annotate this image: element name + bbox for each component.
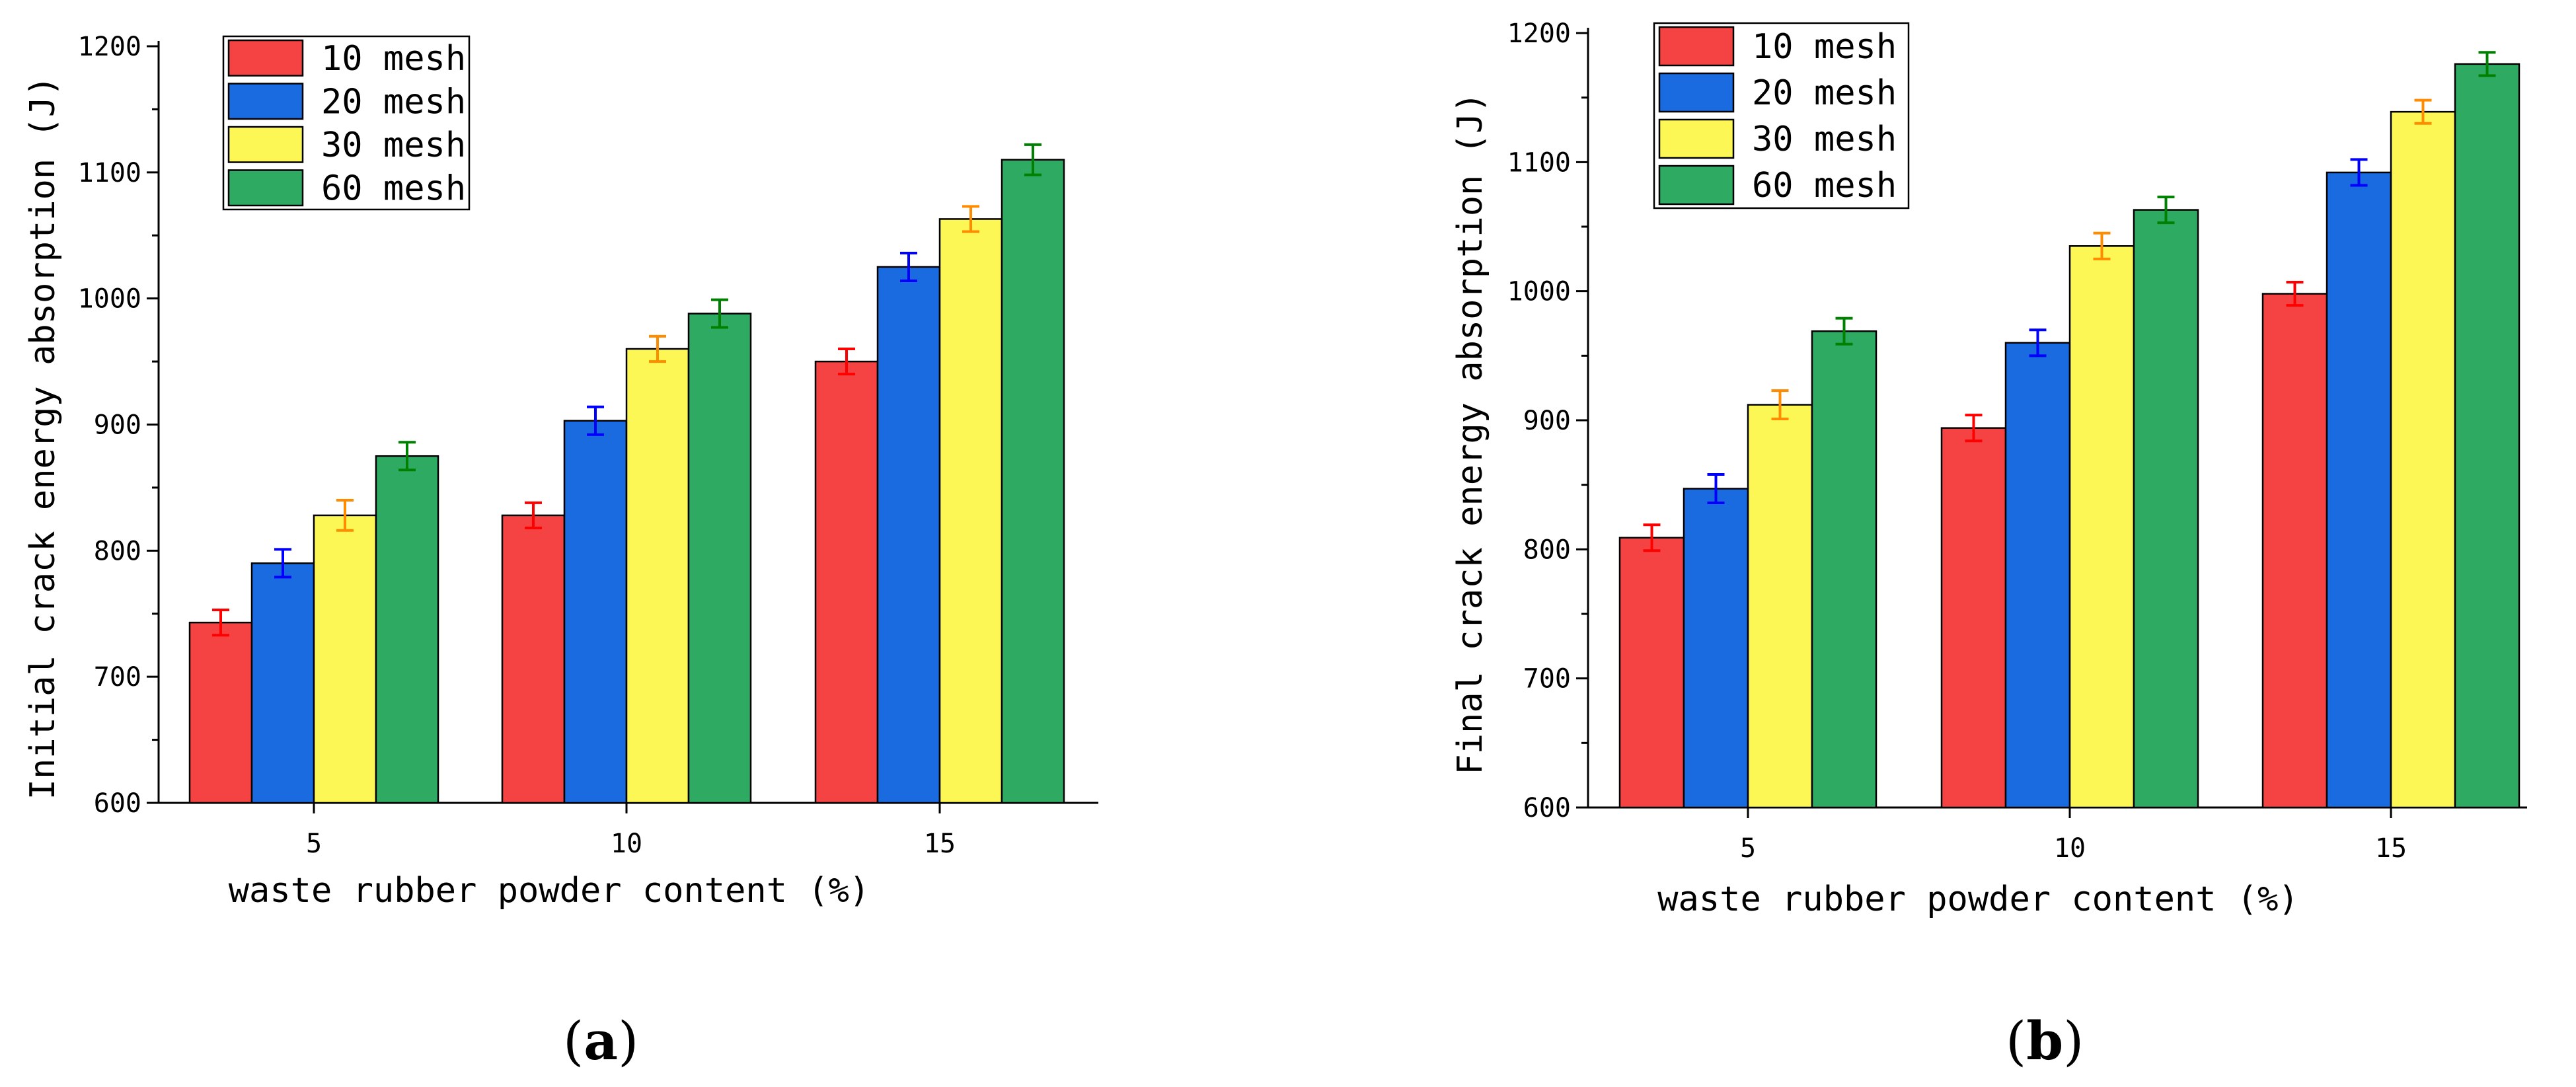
bar xyxy=(2454,63,2520,809)
bar xyxy=(250,562,315,804)
legend-label: 20 mesh xyxy=(321,82,466,122)
bar xyxy=(2068,245,2135,809)
panel-label-b: (b) xyxy=(2006,1010,2084,1072)
bar xyxy=(2326,171,2392,809)
error-bar xyxy=(1707,473,1725,505)
y-tick-label: 900 xyxy=(1523,406,1571,436)
bar xyxy=(2390,110,2456,809)
bar xyxy=(1618,537,1685,809)
error-bar xyxy=(2093,231,2111,260)
legend-label: 30 mesh xyxy=(1752,120,1897,159)
error-bar xyxy=(649,334,666,363)
x-tick-label: 15 xyxy=(2375,833,2407,864)
error-bar xyxy=(336,499,354,532)
bar xyxy=(687,313,752,804)
bar xyxy=(1001,159,1065,804)
y-tick-label: 600 xyxy=(94,788,141,819)
error-bar xyxy=(587,405,604,436)
error-bar xyxy=(2350,158,2368,187)
y-tick-label: 1000 xyxy=(1507,277,1571,307)
error-bar xyxy=(1643,523,1661,552)
y-axis-label: Initial crack energy absorption (J) xyxy=(23,76,63,800)
legend-swatch xyxy=(227,39,304,77)
bar xyxy=(1940,427,2007,809)
error-bar xyxy=(398,441,416,472)
y-tick-label: 900 xyxy=(94,410,141,441)
legend-label: 60 mesh xyxy=(1752,166,1897,206)
legend-swatch xyxy=(1658,118,1735,159)
legend-label: 10 mesh xyxy=(1752,27,1897,67)
error-bar xyxy=(212,609,229,637)
y-tick-label: 700 xyxy=(1523,664,1571,694)
y-tick-label: 1200 xyxy=(1507,19,1571,49)
error-bar xyxy=(2157,196,2175,225)
error-bar xyxy=(2414,98,2432,125)
chart-a: 600 700 800 900 1000 1100 1200 5 10 15 waste rubbe… xyxy=(23,32,1098,911)
x-tick-label: 5 xyxy=(1740,833,1756,864)
error-bar xyxy=(1965,414,1983,443)
error-bar xyxy=(2478,51,2496,77)
x-tick-label: 10 xyxy=(611,829,642,859)
bar xyxy=(876,266,941,804)
error-bar xyxy=(1835,317,1853,346)
error-bar xyxy=(2286,280,2304,307)
y-tick-label: 800 xyxy=(1523,535,1571,565)
legend-swatch xyxy=(1658,165,1735,206)
error-bar xyxy=(1771,389,1789,421)
bar xyxy=(1683,488,1749,809)
y-tick-label: 1000 xyxy=(78,284,141,315)
bar xyxy=(2004,342,2071,809)
error-bar xyxy=(1024,143,1042,176)
legend-label: 20 mesh xyxy=(1752,73,1897,113)
legend-swatch xyxy=(1658,26,1735,67)
bar xyxy=(501,514,566,804)
legend-swatch xyxy=(1658,72,1735,113)
y-tick-label: 800 xyxy=(94,536,141,566)
legend-swatch xyxy=(227,126,304,163)
chart-b: 600 700 800 900 1000 1100 1200 5 10 15 waste rubbe… xyxy=(1451,19,2527,919)
y-tick-label: 700 xyxy=(94,662,141,693)
bar xyxy=(2133,209,2199,809)
error-bar xyxy=(711,298,728,329)
bar xyxy=(814,360,879,804)
y-tick-label: 1100 xyxy=(78,158,141,188)
error-bar xyxy=(274,548,291,579)
bar xyxy=(938,218,1003,804)
bar xyxy=(313,514,377,804)
panel-label-a: (a) xyxy=(563,1010,639,1072)
error-bar xyxy=(838,348,855,376)
bar xyxy=(625,348,690,804)
error-bar xyxy=(525,501,542,529)
x-tick-label: 10 xyxy=(2054,833,2086,864)
error-bar xyxy=(2029,328,2047,357)
x-tick-label: 15 xyxy=(924,829,956,859)
bar xyxy=(1811,330,1877,809)
legend-label: 30 mesh xyxy=(321,126,466,165)
legend-label: 10 mesh xyxy=(321,39,466,79)
legend-swatch xyxy=(227,169,304,207)
error-bar xyxy=(900,251,917,282)
x-axis-label: waste rubber powder content (%) xyxy=(1657,880,2299,919)
error-bar xyxy=(962,205,979,233)
y-axis-label: Final crack energy absorption (J) xyxy=(1451,92,1490,774)
bar xyxy=(1747,404,1813,809)
bar xyxy=(188,621,253,804)
x-tick-label: 5 xyxy=(306,829,322,859)
legend-swatch xyxy=(227,83,304,120)
y-tick-label: 600 xyxy=(1523,793,1571,823)
bar xyxy=(563,420,628,804)
y-tick-label: 1100 xyxy=(1507,147,1571,178)
legend-label: 60 mesh xyxy=(321,169,466,208)
x-axis-label: waste rubber powder content (%) xyxy=(229,871,870,911)
bar xyxy=(375,455,439,804)
y-tick-label: 1200 xyxy=(78,32,141,62)
bar xyxy=(2261,293,2328,809)
